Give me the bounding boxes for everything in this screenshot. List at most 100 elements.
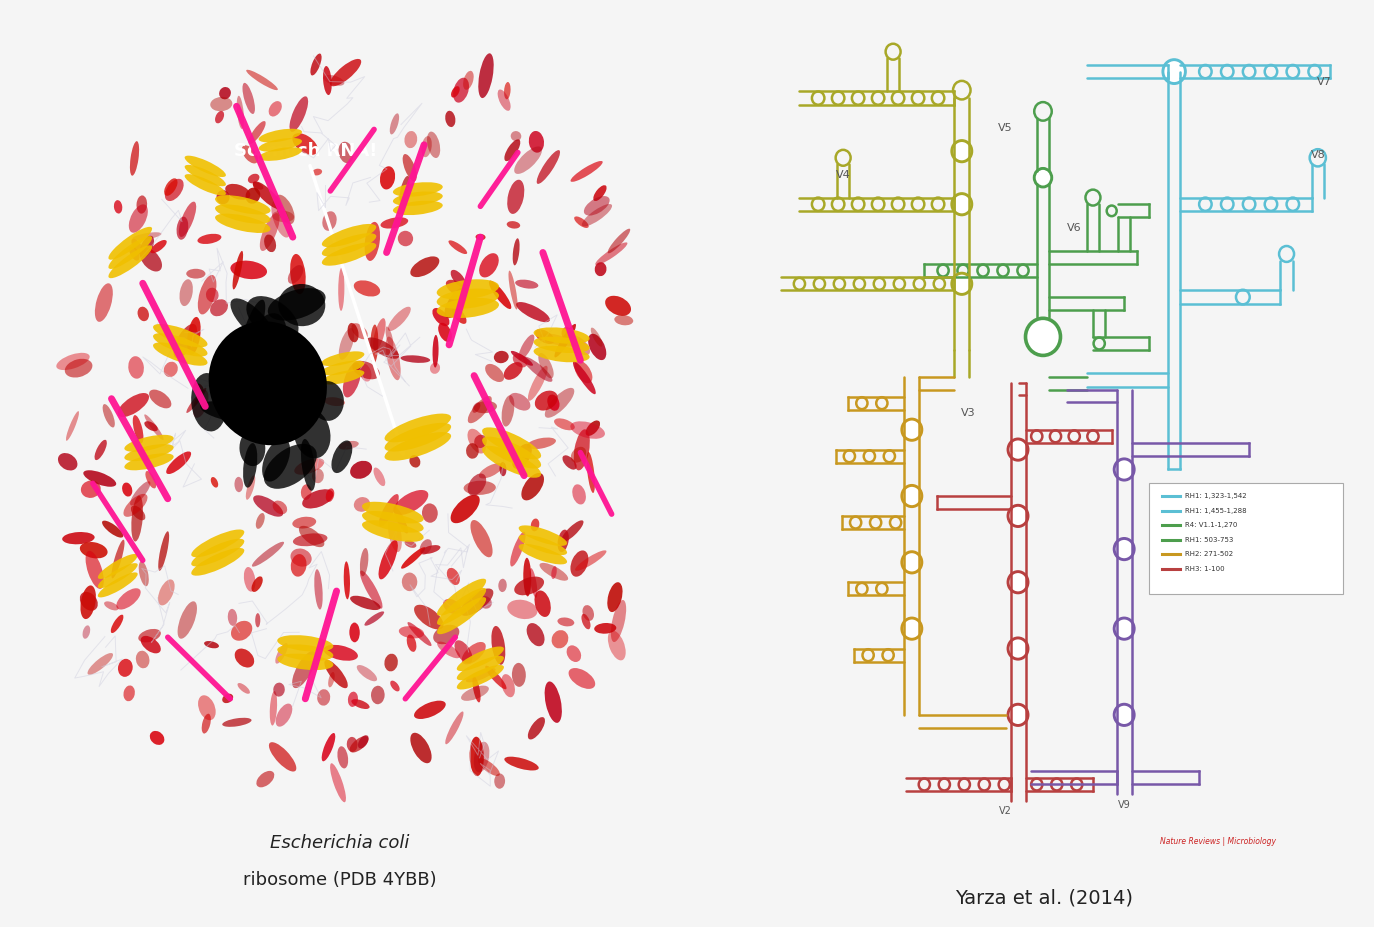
- Ellipse shape: [551, 566, 556, 579]
- Ellipse shape: [514, 146, 541, 174]
- Ellipse shape: [223, 717, 251, 727]
- Ellipse shape: [352, 324, 368, 339]
- Ellipse shape: [474, 435, 486, 448]
- Ellipse shape: [301, 484, 312, 500]
- Ellipse shape: [324, 645, 357, 661]
- Ellipse shape: [473, 402, 481, 413]
- Ellipse shape: [133, 415, 143, 443]
- Ellipse shape: [290, 96, 308, 132]
- Ellipse shape: [124, 494, 147, 517]
- Ellipse shape: [258, 138, 302, 152]
- Ellipse shape: [385, 423, 451, 451]
- Ellipse shape: [176, 217, 188, 240]
- Ellipse shape: [379, 540, 398, 579]
- Ellipse shape: [511, 131, 521, 141]
- Ellipse shape: [530, 518, 540, 531]
- Text: V5: V5: [998, 123, 1013, 133]
- Ellipse shape: [489, 281, 511, 309]
- FancyBboxPatch shape: [1149, 483, 1342, 593]
- Ellipse shape: [221, 373, 254, 413]
- Text: So much RNA!: So much RNA!: [234, 142, 405, 454]
- Ellipse shape: [144, 421, 158, 431]
- Ellipse shape: [324, 397, 345, 406]
- Ellipse shape: [518, 535, 567, 555]
- Ellipse shape: [228, 338, 253, 412]
- Ellipse shape: [361, 511, 423, 533]
- Ellipse shape: [111, 615, 124, 633]
- Ellipse shape: [364, 612, 385, 626]
- Ellipse shape: [287, 265, 304, 284]
- Circle shape: [1009, 505, 1028, 527]
- Ellipse shape: [231, 260, 267, 279]
- Ellipse shape: [293, 533, 327, 546]
- Ellipse shape: [513, 354, 528, 367]
- Ellipse shape: [393, 200, 442, 215]
- Ellipse shape: [246, 296, 298, 341]
- Ellipse shape: [445, 711, 463, 744]
- Text: RH3: 1-100: RH3: 1-100: [1186, 566, 1226, 572]
- Ellipse shape: [574, 429, 589, 470]
- Ellipse shape: [540, 563, 569, 580]
- Ellipse shape: [205, 641, 218, 648]
- Ellipse shape: [437, 578, 486, 616]
- Ellipse shape: [445, 280, 467, 297]
- Ellipse shape: [198, 275, 217, 314]
- Ellipse shape: [445, 287, 469, 318]
- Ellipse shape: [210, 477, 218, 488]
- Ellipse shape: [191, 529, 245, 557]
- Ellipse shape: [529, 568, 537, 598]
- Ellipse shape: [385, 413, 451, 442]
- Ellipse shape: [353, 280, 381, 297]
- Ellipse shape: [398, 231, 414, 247]
- Ellipse shape: [278, 381, 311, 413]
- Ellipse shape: [570, 161, 603, 182]
- Text: Nature Reviews | Microbiology: Nature Reviews | Microbiology: [1160, 837, 1276, 846]
- Circle shape: [901, 486, 922, 507]
- Ellipse shape: [82, 626, 91, 639]
- Ellipse shape: [228, 609, 238, 626]
- Ellipse shape: [223, 693, 234, 704]
- Ellipse shape: [210, 97, 232, 111]
- Ellipse shape: [507, 600, 537, 619]
- Ellipse shape: [385, 432, 451, 461]
- Ellipse shape: [470, 520, 492, 557]
- Ellipse shape: [339, 328, 354, 360]
- Ellipse shape: [514, 577, 544, 595]
- Ellipse shape: [403, 154, 416, 182]
- Ellipse shape: [511, 350, 533, 366]
- Ellipse shape: [262, 438, 290, 482]
- Ellipse shape: [379, 494, 398, 527]
- Ellipse shape: [574, 216, 588, 228]
- Ellipse shape: [411, 257, 440, 277]
- Ellipse shape: [269, 691, 278, 726]
- Ellipse shape: [180, 279, 192, 306]
- Ellipse shape: [576, 551, 606, 571]
- Ellipse shape: [534, 390, 558, 411]
- Ellipse shape: [294, 458, 324, 475]
- Ellipse shape: [521, 473, 544, 501]
- Ellipse shape: [102, 521, 124, 538]
- Ellipse shape: [451, 86, 460, 97]
- Ellipse shape: [187, 317, 201, 355]
- Ellipse shape: [386, 326, 393, 349]
- Ellipse shape: [98, 554, 137, 579]
- Ellipse shape: [370, 324, 378, 363]
- Ellipse shape: [537, 150, 561, 184]
- Ellipse shape: [422, 503, 438, 523]
- Text: RH1: 1,323-1,542: RH1: 1,323-1,542: [1186, 493, 1248, 499]
- Ellipse shape: [517, 302, 550, 323]
- Ellipse shape: [125, 444, 173, 461]
- Ellipse shape: [338, 268, 345, 311]
- Ellipse shape: [257, 771, 275, 787]
- Circle shape: [1009, 439, 1028, 460]
- Ellipse shape: [140, 248, 162, 272]
- Ellipse shape: [401, 547, 426, 568]
- Ellipse shape: [331, 440, 352, 473]
- Ellipse shape: [381, 166, 396, 189]
- Ellipse shape: [330, 763, 346, 802]
- Text: RH2: 271-502: RH2: 271-502: [1186, 552, 1234, 557]
- Circle shape: [1114, 459, 1134, 480]
- Ellipse shape: [338, 142, 353, 163]
- Ellipse shape: [419, 540, 431, 554]
- Ellipse shape: [290, 549, 312, 566]
